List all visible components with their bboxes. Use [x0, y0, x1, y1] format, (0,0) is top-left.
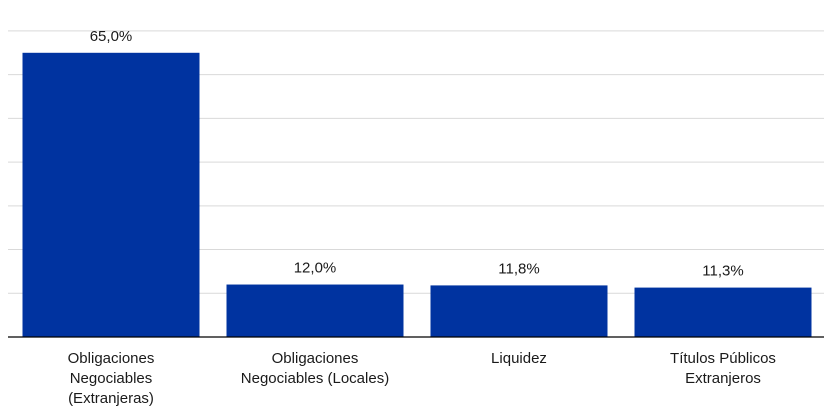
bar	[634, 287, 812, 337]
bar	[226, 284, 404, 337]
data-label: 11,8%	[498, 260, 539, 277]
category-label: Obligaciones Negociables (Extranjeras)	[68, 350, 155, 407]
category-labels: Obligaciones Negociables (Extranjeras)Obli…	[68, 350, 776, 407]
data-label: 65,0%	[90, 28, 133, 45]
category-label-line: Liquidez	[491, 350, 547, 367]
bars	[22, 52, 812, 338]
category-label-line: Obligaciones	[68, 350, 155, 367]
data-label: 11,3%	[702, 263, 743, 280]
bar	[430, 285, 608, 337]
category-label-line: Extranjeros	[685, 370, 761, 387]
category-label-line: Títulos Públicos	[670, 350, 776, 367]
bar	[22, 52, 200, 338]
category-label-line: Negociables (Locales)	[241, 370, 389, 387]
value-labels: 65,0% 12,0% 11,8% 11,3%	[90, 28, 744, 280]
category-label-line: Obligaciones	[272, 350, 359, 367]
data-label: 12,0%	[294, 260, 337, 277]
category-label: Liquidez	[491, 350, 547, 367]
category-label: Obligaciones Negociables (Locales)	[241, 350, 389, 387]
category-label-line: Negociables	[70, 370, 153, 387]
category-label: Títulos Públicos Extranjeros	[670, 350, 776, 387]
category-label-line: (Extranjeras)	[68, 390, 154, 407]
